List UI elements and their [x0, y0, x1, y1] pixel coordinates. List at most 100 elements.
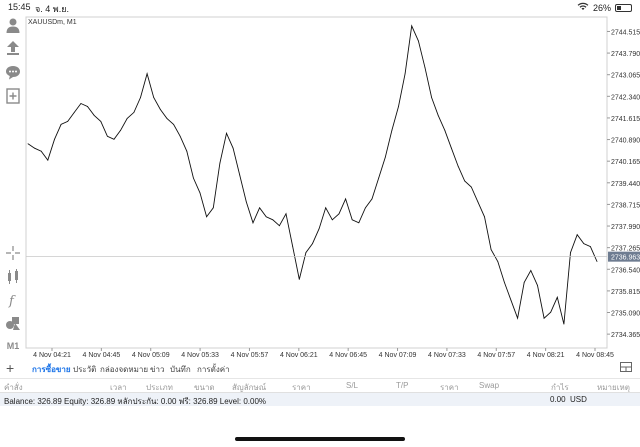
- price-point: [93, 115, 95, 116]
- price-point: [596, 261, 598, 262]
- price-point: [331, 219, 333, 221]
- time-label: 4 Nov 06:21: [280, 352, 318, 358]
- price-point: [477, 201, 479, 203]
- timeframe-button[interactable]: M1: [6, 341, 20, 351]
- price-point: [444, 129, 446, 131]
- price-point: [451, 147, 452, 149]
- price-label: 2738.715: [611, 202, 640, 209]
- col-comment: หมายเหตุ: [597, 383, 630, 392]
- price-point: [318, 228, 320, 230]
- battery-icon: [615, 3, 632, 12]
- status-bar: 15:45 จ. 4 พ.ย. 26%: [0, 0, 640, 16]
- price-point: [279, 225, 280, 227]
- indicators-icon[interactable]: [4, 268, 22, 286]
- profile-icon[interactable]: [4, 16, 22, 34]
- time-label: 4 Nov 07:57: [477, 352, 515, 358]
- price-chart[interactable]: 2744.515 2743.790 2743.065 2742.340 2741.615…: [0, 16, 640, 358]
- add-icon[interactable]: +: [6, 360, 15, 376]
- price-point: [589, 246, 591, 248]
- battery-percent: 26%: [592, 2, 611, 13]
- status-date: จ. 4 พ.ย.: [35, 4, 69, 14]
- price-point: [106, 135, 108, 137]
- price-point: [100, 120, 102, 122]
- price-label: 2744.515: [611, 29, 640, 36]
- price-point: [34, 147, 36, 149]
- tab-trade[interactable]: การซื้อขาย: [32, 365, 71, 374]
- current-price-box: [608, 251, 640, 262]
- status-time: 15:45: [8, 2, 31, 12]
- price-point: [245, 201, 247, 203]
- col-price-current: ราคา: [440, 383, 459, 392]
- price-point: [67, 120, 69, 122]
- col-sl: S/L: [346, 381, 359, 390]
- price-point: [232, 147, 234, 149]
- tab-news[interactable]: ข่าว: [150, 365, 165, 374]
- price-point: [140, 97, 141, 98]
- function-icon[interactable]: f: [4, 291, 22, 309]
- price-point: [345, 198, 346, 200]
- price-point: [252, 222, 254, 224]
- price-point: [312, 243, 313, 245]
- account-currency: USD: [570, 395, 587, 404]
- time-label: 4 Nov 04:45: [82, 352, 120, 358]
- tab-history[interactable]: ประวัติ: [73, 365, 97, 374]
- price-point: [490, 249, 492, 250]
- col-swap: Swap: [479, 381, 500, 390]
- price-label: 2735.090: [611, 311, 640, 318]
- time-label: 4 Nov 05:57: [231, 352, 269, 358]
- price-point: [199, 192, 201, 194]
- price-label: 2741.615: [611, 116, 640, 123]
- price-label: 2739.440: [611, 181, 640, 188]
- tab-journal[interactable]: บันทึก: [170, 365, 191, 374]
- col-symbol: สัญลักษณ์: [232, 383, 267, 392]
- time-label: 4 Nov 07:33: [428, 352, 466, 358]
- price-point: [404, 73, 406, 75]
- price-point: [437, 115, 439, 116]
- price-point: [87, 106, 88, 107]
- time-label: 4 Nov 08:21: [527, 352, 565, 358]
- price-point: [556, 296, 558, 298]
- plot-frame: [25, 16, 608, 349]
- chart-svg: 2744.515 2743.790 2743.065 2742.340 2741.615…: [25, 16, 640, 358]
- price-point: [543, 317, 545, 319]
- price-point: [166, 117, 168, 119]
- col-price: ราคา: [292, 383, 311, 392]
- tab-mailbox[interactable]: กล่องจดหมาย: [100, 365, 149, 374]
- col-type: ประเภท: [146, 383, 173, 392]
- price-point: [464, 180, 466, 182]
- current-price-label: 2736.963: [611, 255, 640, 262]
- price-point: [411, 25, 413, 27]
- objects-icon[interactable]: [4, 314, 22, 332]
- price-point: [338, 213, 340, 215]
- wifi-icon: [577, 2, 589, 13]
- price-point: [265, 216, 267, 218]
- price-point: [470, 186, 472, 188]
- crosshair-icon[interactable]: [4, 244, 22, 262]
- price-point: [219, 162, 221, 164]
- time-label: 4 Nov 06:45: [329, 352, 367, 358]
- time-label: 4 Nov 08:45: [576, 352, 614, 358]
- price-point: [417, 40, 419, 42]
- col-order: คำสั่ง: [4, 383, 23, 392]
- time-label: 4 Nov 07:09: [379, 352, 417, 358]
- price-point: [153, 97, 155, 98]
- price-point: [47, 159, 49, 161]
- price-label: 2734.365: [611, 332, 640, 339]
- price-point: [431, 97, 432, 98]
- home-indicator[interactable]: [235, 437, 405, 441]
- chat-icon[interactable]: [4, 63, 22, 81]
- price-point: [193, 177, 194, 179]
- price-point: [391, 129, 393, 131]
- new-order-icon[interactable]: [4, 87, 22, 105]
- price-point: [530, 270, 532, 271]
- price-point: [484, 216, 485, 218]
- svg-text:f: f: [8, 294, 16, 308]
- price-point: [186, 150, 188, 152]
- price-point: [212, 207, 214, 209]
- tab-settings[interactable]: การตั้งค่า: [197, 365, 230, 374]
- price-point: [523, 281, 525, 283]
- price-label: 2743.790: [611, 51, 640, 58]
- layout-icon[interactable]: [620, 362, 632, 372]
- price-point: [126, 117, 128, 119]
- upload-icon[interactable]: [4, 39, 22, 57]
